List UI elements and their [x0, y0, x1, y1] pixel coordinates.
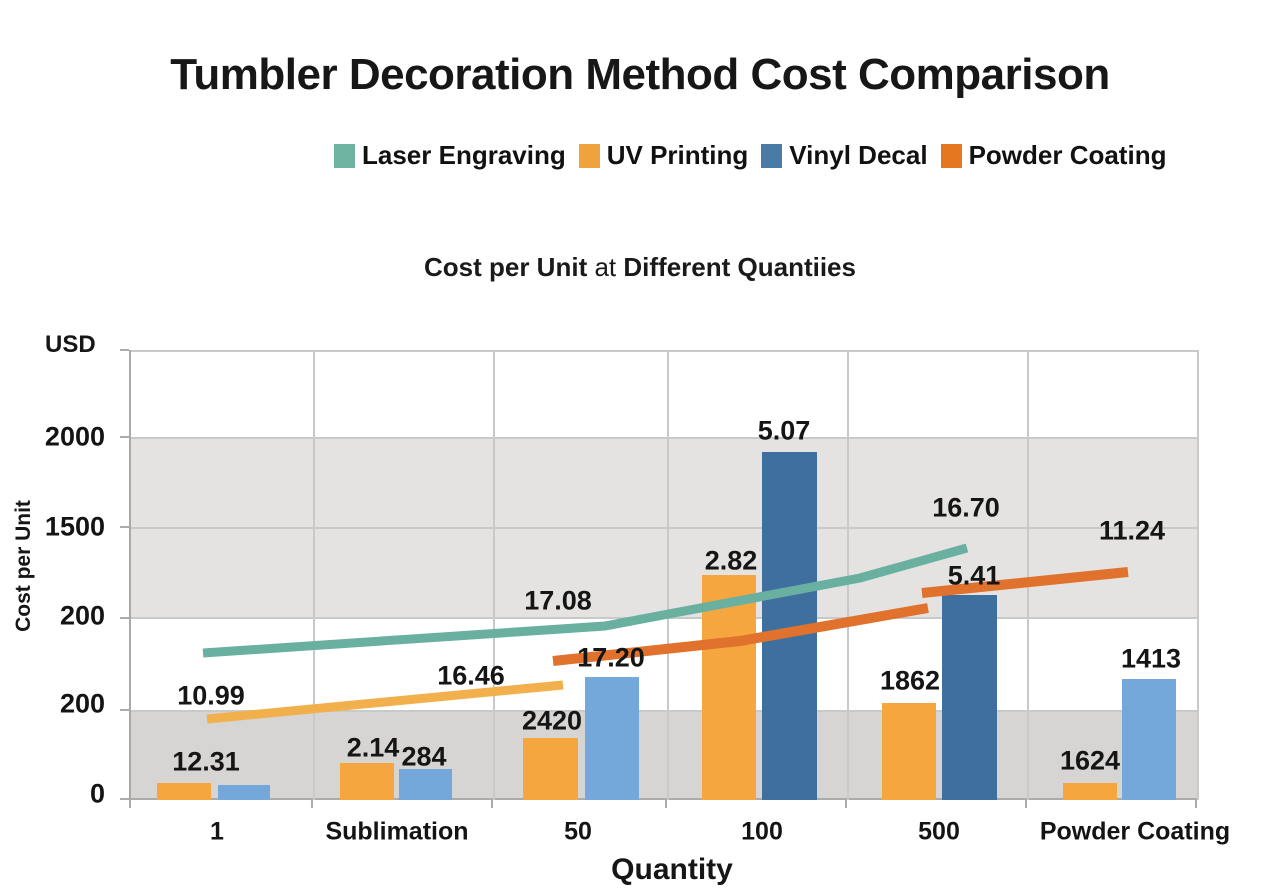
value-label: 284 — [401, 741, 447, 772]
v-gridline — [1027, 350, 1029, 800]
laser-engraving-swatch-icon — [334, 143, 355, 168]
value-label: 5.41 — [947, 560, 1001, 591]
powder-coating-line-segment-1 — [552, 603, 929, 666]
x-tick-label: 100 — [741, 817, 783, 846]
legend-item-laser-engraving: Laser Engraving — [334, 140, 566, 171]
x-tick-mark — [665, 800, 667, 808]
y-axis-unit-label: USD — [45, 331, 96, 358]
bar-blue-group-1 — [218, 785, 270, 800]
y-tick-label: 2000 — [44, 421, 105, 452]
value-label: 11.24 — [1098, 515, 1166, 546]
line-series-layer — [202, 543, 1129, 724]
x-tick-label: 500 — [918, 817, 960, 846]
subtitle-part: Cost per Unit — [424, 252, 588, 282]
x-axis-baseline — [131, 798, 1199, 800]
value-label: 10.99 — [177, 680, 245, 711]
x-axis-title: Quantity — [611, 853, 733, 886]
legend-label: UV Printing — [606, 140, 749, 170]
vinyl-decal-swatch-icon — [761, 143, 783, 168]
bar-blue-group-sublimation — [399, 769, 452, 800]
value-label: 17.20 — [577, 642, 645, 673]
v-gridline — [847, 350, 849, 800]
bar-orange-group-500 — [882, 703, 936, 800]
legend-item-uv-printing: UV Printing — [578, 140, 749, 171]
x-tick-mark — [311, 800, 313, 808]
bar-orange-group-100 — [702, 575, 756, 800]
value-label: 16.46 — [437, 660, 505, 691]
value-label: 1413 — [1120, 643, 1182, 674]
legend-label: Laser Engraving — [362, 140, 566, 170]
v-gridline — [493, 350, 495, 800]
subtitle-part: Different Quantiies — [623, 252, 856, 282]
y-tick-label: 0 — [89, 778, 105, 809]
h-gridline — [131, 527, 1199, 529]
x-tick-label: 50 — [564, 817, 592, 846]
bar-orange-group-1 — [157, 783, 211, 800]
value-label: 5.07 — [757, 415, 811, 446]
chart-subtitle: Cost per Unit at Different Quantiies — [0, 252, 1280, 283]
x-tick-mark — [1195, 800, 1197, 808]
legend-label: Vinyl Decal — [789, 140, 928, 170]
legend-item-powder-coating: Powder Coating — [940, 140, 1167, 171]
x-tick-mark — [1025, 800, 1027, 808]
uv-printing-swatch-icon — [578, 143, 600, 168]
value-label: 1862 — [879, 665, 941, 696]
uv-printing-line — [206, 680, 564, 724]
y-tick-mark — [120, 617, 129, 619]
legend: Laser Engraving UV Printing Vinyl Decal … — [334, 140, 1166, 171]
bar-darkblue-group-500 — [942, 595, 997, 800]
subtitle-part: at — [594, 252, 617, 282]
v-gridline — [667, 350, 669, 800]
x-tick-label: 1 — [210, 817, 224, 846]
y-tick-label: 200 — [59, 600, 105, 631]
value-label: 17.08 — [524, 585, 592, 616]
grey-band-lower — [131, 710, 1199, 800]
h-gridline — [131, 710, 1199, 712]
powder-coating-line-segment-2 — [921, 567, 1129, 598]
h-gridline — [131, 350, 1199, 352]
legend-item-vinyl-decal: Vinyl Decal — [761, 140, 928, 171]
x-tick-mark — [491, 800, 493, 808]
x-tick-mark — [129, 800, 131, 808]
value-label: 1624 — [1059, 745, 1121, 776]
v-gridline — [313, 350, 315, 800]
x-tick-mark — [845, 800, 847, 808]
y-tick-mark — [120, 709, 129, 711]
y-tick-mark — [120, 798, 129, 800]
powder-coating-swatch-icon — [940, 143, 962, 168]
value-label: 2420 — [521, 705, 583, 736]
y-tick-label: 1500 — [44, 511, 105, 542]
legend-label: Powder Coating — [968, 140, 1167, 170]
value-label: 16.70 — [932, 492, 1000, 523]
y-tick-mark — [120, 436, 129, 438]
laser-engraving-line — [202, 543, 969, 658]
bar-orange-group-sublimation — [340, 763, 394, 800]
chart-title: Tumbler Decoration Method Cost Compariso… — [170, 50, 1110, 99]
value-label: 2.14 — [346, 732, 400, 763]
bar-blue-group-50 — [585, 677, 639, 800]
y-tick-mark — [120, 349, 129, 351]
h-gridline — [131, 437, 1199, 439]
y-tick-label: 200 — [59, 688, 105, 719]
value-label: 12.31 — [172, 746, 240, 777]
x-tick-label: Powder Coating — [1039, 817, 1231, 846]
value-label: 2.82 — [704, 545, 758, 576]
bar-orange-group-50 — [523, 738, 578, 800]
plot-right-spine — [1197, 350, 1199, 800]
x-tick-label: Sublimation — [325, 817, 469, 846]
y-tick-mark — [120, 526, 129, 528]
bar-orange-group-powder-coating — [1063, 783, 1117, 800]
bar-blue-group-powder-coating — [1122, 679, 1176, 800]
